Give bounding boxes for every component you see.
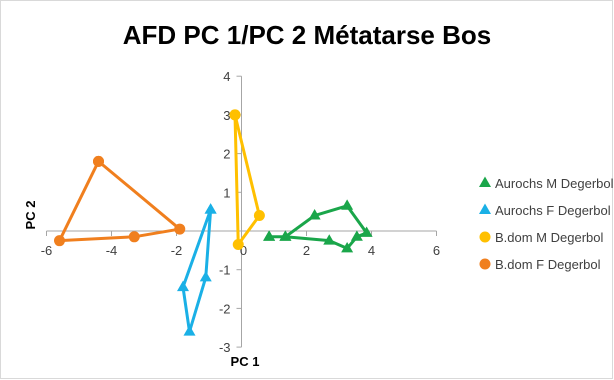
- y-tick-label: 1: [223, 185, 230, 200]
- chart-title: AFD PC 1/PC 2 Métatarse Bos: [122, 20, 492, 50]
- x-tick-label: 4: [368, 243, 375, 258]
- data-point: [54, 235, 65, 247]
- y-tick-label: 4: [223, 69, 230, 84]
- data-point: [93, 155, 104, 167]
- data-point: [177, 280, 189, 292]
- series-aurochs-f-degerbol: [177, 203, 217, 336]
- legend-entry: B.dom M Degerbol: [479, 230, 603, 245]
- data-point: [204, 203, 217, 214]
- data-point: [232, 239, 244, 251]
- data-point: [174, 223, 186, 235]
- y-tick-label: -3: [219, 340, 231, 355]
- data-point: [183, 325, 196, 336]
- data-point: [128, 231, 140, 243]
- data-point: [253, 210, 265, 222]
- series-line: [233, 114, 261, 247]
- legend-marker: [479, 258, 491, 270]
- data-point: [360, 226, 373, 237]
- x-tick-label: -4: [106, 243, 118, 258]
- series-line: [58, 160, 182, 243]
- legend-entry: Aurochs F Degerbol: [479, 203, 611, 218]
- series-b-dom-f-degerbol: [54, 155, 186, 247]
- y-tick-label: 2: [223, 147, 230, 162]
- legend-label: B.dom M Degerbol: [495, 230, 603, 245]
- data-point: [341, 199, 354, 210]
- legend-label: B.dom F Degerbol: [495, 257, 601, 272]
- x-axis-title: PC 1: [231, 354, 260, 369]
- x-tick-label: 0: [240, 243, 247, 258]
- legend-label: Aurochs F Degerbol: [495, 203, 611, 218]
- y-tick-label: -2: [219, 301, 231, 316]
- x-tick-label: 6: [433, 243, 440, 258]
- data-point: [341, 241, 354, 253]
- data-point: [229, 109, 241, 121]
- legend: Aurochs M Degerbol Aurochs F Degerbol B.do…: [479, 176, 614, 272]
- series-aurochs-m-degerbol: [263, 199, 373, 253]
- x-tick-label: -2: [171, 243, 183, 258]
- legend-entry: Aurochs M Degerbol: [479, 176, 614, 191]
- y-axis-title: PC 2: [23, 201, 38, 230]
- legend-marker: [479, 176, 491, 187]
- data-point: [350, 230, 363, 241]
- series-layer: [54, 109, 373, 336]
- y-tick-label: 3: [223, 108, 230, 123]
- series-line: [181, 209, 213, 334]
- x-tick-label: 2: [303, 243, 310, 258]
- x-tick-label: -6: [41, 243, 53, 258]
- series-b-dom-m-degerbol: [229, 109, 265, 251]
- legend-marker: [479, 231, 491, 243]
- legend-marker: [479, 203, 491, 214]
- series-line: [269, 204, 369, 250]
- y-tick-label: -1: [219, 263, 231, 278]
- data-point: [263, 230, 276, 241]
- data-point: [308, 209, 321, 220]
- data-point: [279, 230, 292, 241]
- legend-entry: B.dom F Degerbol: [479, 257, 601, 272]
- data-point: [199, 270, 212, 282]
- legend-label: Aurochs M Degerbol: [495, 176, 614, 191]
- data-point: [323, 234, 336, 245]
